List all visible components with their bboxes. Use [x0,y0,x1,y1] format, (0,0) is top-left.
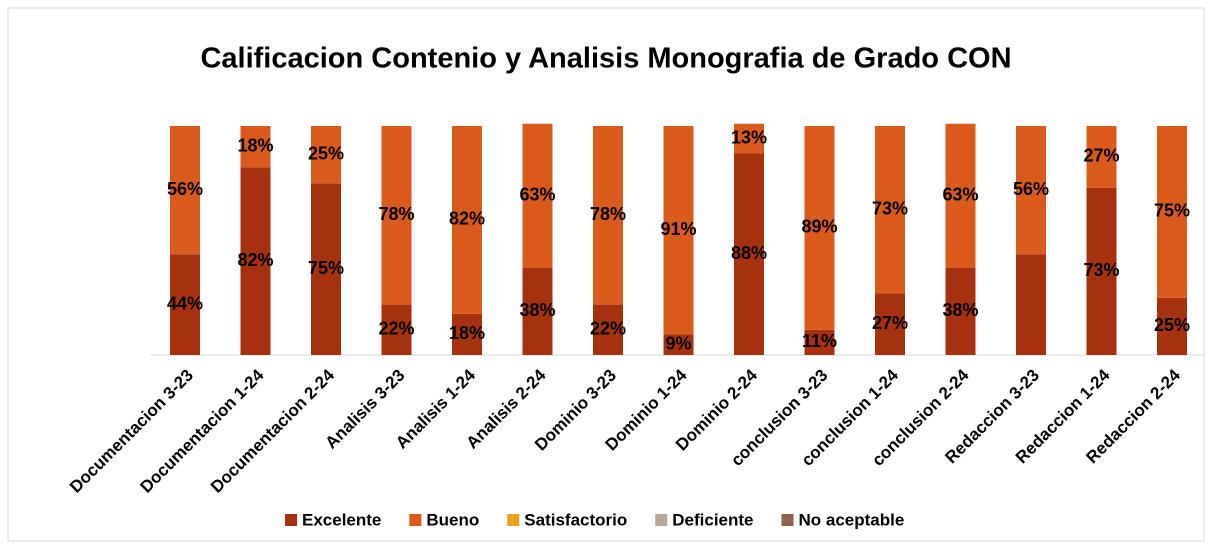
bar-segment [875,126,905,294]
data-label: 56% [1013,179,1049,199]
data-label: 75% [1154,201,1190,221]
bar-segment [734,153,764,355]
bar-segment [240,167,271,355]
legend-swatch [781,514,794,526]
bar-segment [593,304,623,355]
bar-segment [1086,126,1117,188]
bar-segment [593,126,623,305]
data-label: 75% [308,258,344,278]
legend-label: Satisfactorio [524,510,627,529]
data-label: 63% [942,185,978,205]
legend-swatch [655,514,668,526]
data-label: 9% [665,333,691,353]
legend-label: Deficiente [672,510,753,529]
data-label: 27% [1083,146,1119,166]
data-label: 18% [449,323,485,343]
bar-segment [381,126,412,305]
bar-segment [1157,126,1187,298]
data-label: 22% [590,319,626,339]
data-label: 38% [519,300,555,320]
legend-label: No aceptable [799,510,905,529]
legend-label: Excelente [302,510,381,529]
data-label: 25% [308,143,344,163]
data-label: 11% [802,331,837,351]
data-label: 73% [1083,260,1119,280]
chart-title: Calificacion Contenio y Analisis Monogra… [200,43,1011,75]
legend-label: Bueno [426,510,479,529]
data-label: 82% [237,250,273,270]
bar-segment [1086,187,1117,355]
data-label: 91% [660,219,696,239]
bar-segment [1016,126,1046,255]
legend-swatch [409,514,422,526]
data-label: 88% [731,243,767,263]
bar-segment [734,123,764,154]
bar-segment [875,293,905,355]
bar-segment [804,329,835,355]
data-label: 56% [167,179,203,199]
data-label: 18% [237,135,273,155]
data-label: 73% [872,198,908,218]
data-label: 13% [731,127,767,147]
bar-segment [1157,297,1187,355]
data-label: 25% [1154,315,1190,335]
bar-segment [663,126,694,335]
data-label: 78% [378,204,414,224]
bar-segment [170,254,200,355]
bar-segment [1016,254,1046,355]
data-label: 63% [519,185,555,205]
bar-segment [240,126,271,168]
bar-segment [804,126,835,330]
data-label: 44% [167,293,203,313]
bar-segment [311,183,341,355]
bar-segment [170,126,200,255]
bar-segment [381,304,412,355]
data-label: 27% [872,313,908,333]
legend-swatch [285,514,297,526]
data-label: 82% [449,209,485,229]
bar-segment [945,267,976,355]
bar-segment [663,334,694,355]
data-label: 78% [590,204,626,224]
data-label: 38% [942,300,978,320]
legend-swatch [507,514,520,526]
data-label: 22% [378,319,414,339]
bar-segment [522,123,553,268]
data-label: 89% [801,217,837,237]
bar-segment [945,123,976,268]
bar-segment [522,267,553,355]
bar-segment [311,126,341,184]
bar-segment [452,126,482,314]
bar-segment [452,313,482,355]
